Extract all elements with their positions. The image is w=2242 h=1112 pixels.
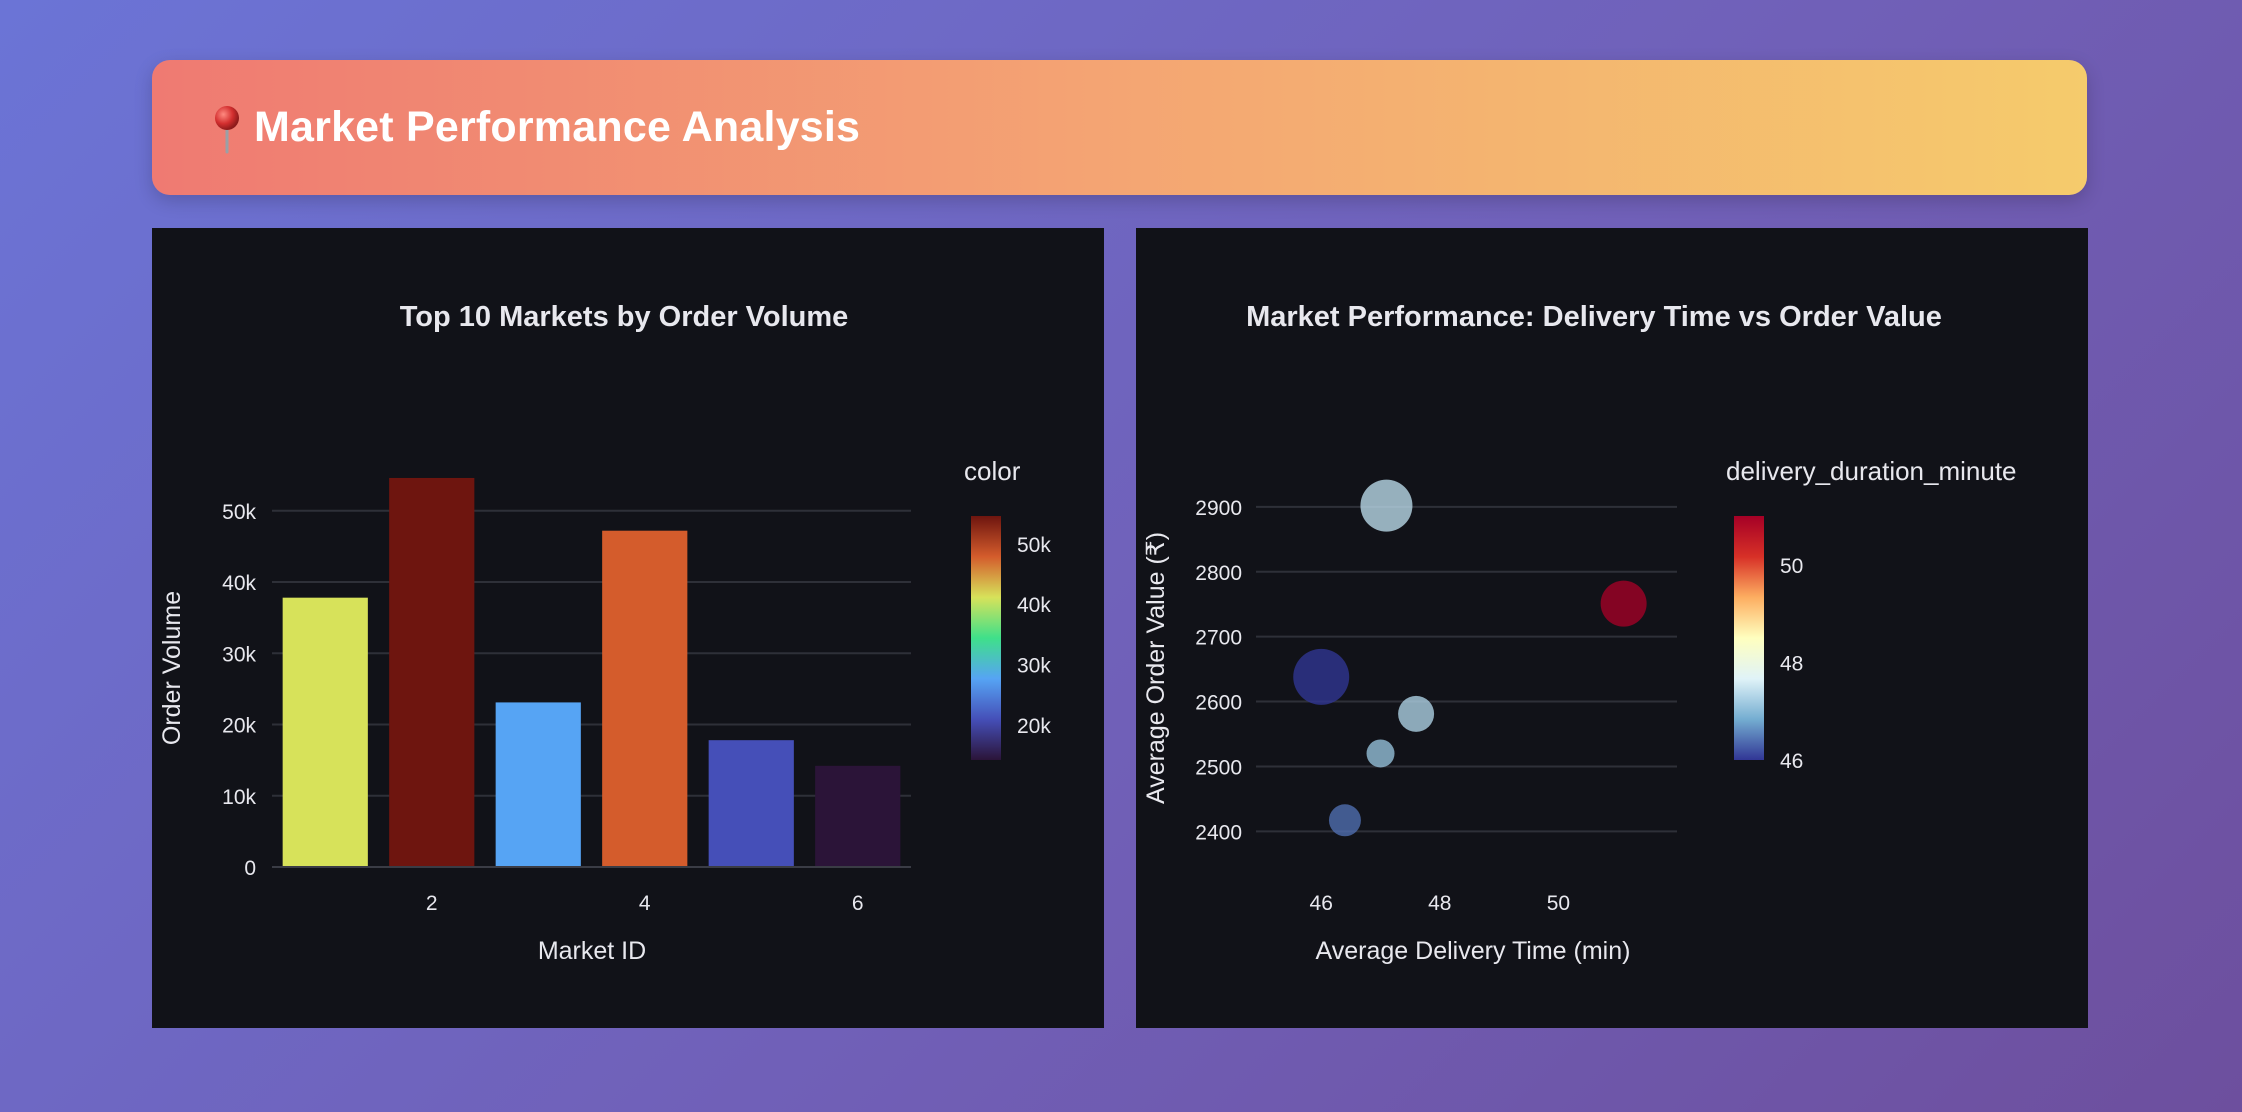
colorbar-tick-label: 50 <box>1780 555 1803 578</box>
scatter-point <box>1328 804 1361 837</box>
bar <box>495 702 581 867</box>
x-tick-label: 6 <box>852 892 864 915</box>
bar <box>708 740 794 867</box>
y-tick-label: 40k <box>222 572 256 595</box>
x-tick-label: 46 <box>1310 892 1333 915</box>
scatter-point <box>1600 580 1647 627</box>
colorbar-tick-label: 46 <box>1780 750 1803 773</box>
y-tick-label: 2500 <box>1195 756 1242 779</box>
y-axis-title: Average Order Value (₹) <box>1142 532 1170 804</box>
y-tick-label: 50k <box>222 501 256 524</box>
y-tick-label: 0 <box>244 857 256 880</box>
scatter-chart-panel: Market Performance: Delivery Time vs Ord… <box>1136 228 2088 1028</box>
y-tick-label: 2600 <box>1195 692 1242 715</box>
x-tick-label: 2 <box>426 892 438 915</box>
x-axis-title: Average Delivery Time (min) <box>1316 937 1631 965</box>
y-axis-title: Order Volume <box>158 591 186 745</box>
chart-title: Top 10 Markets by Order Volume <box>400 301 849 333</box>
bar-chart-panel: Top 10 Markets by Order Volume 0 10k 20k 30k… <box>152 228 1104 1028</box>
bar <box>389 477 475 867</box>
colorbar-tick-label: 20k <box>1017 715 1051 738</box>
x-tick-label: 48 <box>1428 892 1451 915</box>
scatter-point <box>1398 695 1435 732</box>
y-tick-label: 2700 <box>1195 627 1242 650</box>
scatter-point <box>1293 648 1350 705</box>
bar <box>602 530 688 867</box>
colorbar-title: delivery_duration_minute <box>1726 456 2017 486</box>
y-tick-label: 20k <box>222 715 256 738</box>
colorbar-tick-label: 40k <box>1017 594 1051 617</box>
page-title: Market Performance Analysis <box>254 103 861 151</box>
header-banner: Market Performance Analysis <box>152 60 2087 195</box>
scatter-point <box>1360 479 1413 532</box>
pin-icon <box>215 106 239 154</box>
colorbar-tick-label: 50k <box>1017 534 1051 557</box>
y-tick-label: 2900 <box>1195 497 1242 520</box>
chart-title: Market Performance: Delivery Time vs Ord… <box>1246 301 1942 333</box>
x-tick-label: 50 <box>1547 892 1570 915</box>
colorbar <box>971 516 1001 760</box>
bar <box>282 597 368 867</box>
y-tick-label: 10k <box>222 786 256 809</box>
bar-chart: Top 10 Markets by Order Volume 0 10k 20k 30k… <box>158 301 1051 965</box>
y-tick-label: 2400 <box>1195 821 1242 844</box>
y-tick-label: 30k <box>222 643 256 666</box>
colorbar <box>1734 516 1764 760</box>
scatter-chart: Market Performance: Delivery Time vs Ord… <box>1142 301 2017 965</box>
bar <box>815 765 901 867</box>
colorbar-tick-label: 48 <box>1780 652 1803 675</box>
colorbar-tick-label: 30k <box>1017 655 1051 678</box>
x-tick-label: 4 <box>639 892 651 915</box>
colorbar-title: color <box>964 456 1021 486</box>
y-tick-label: 2800 <box>1195 562 1242 585</box>
scatter-point <box>1366 739 1395 768</box>
x-axis-title: Market ID <box>538 937 646 965</box>
